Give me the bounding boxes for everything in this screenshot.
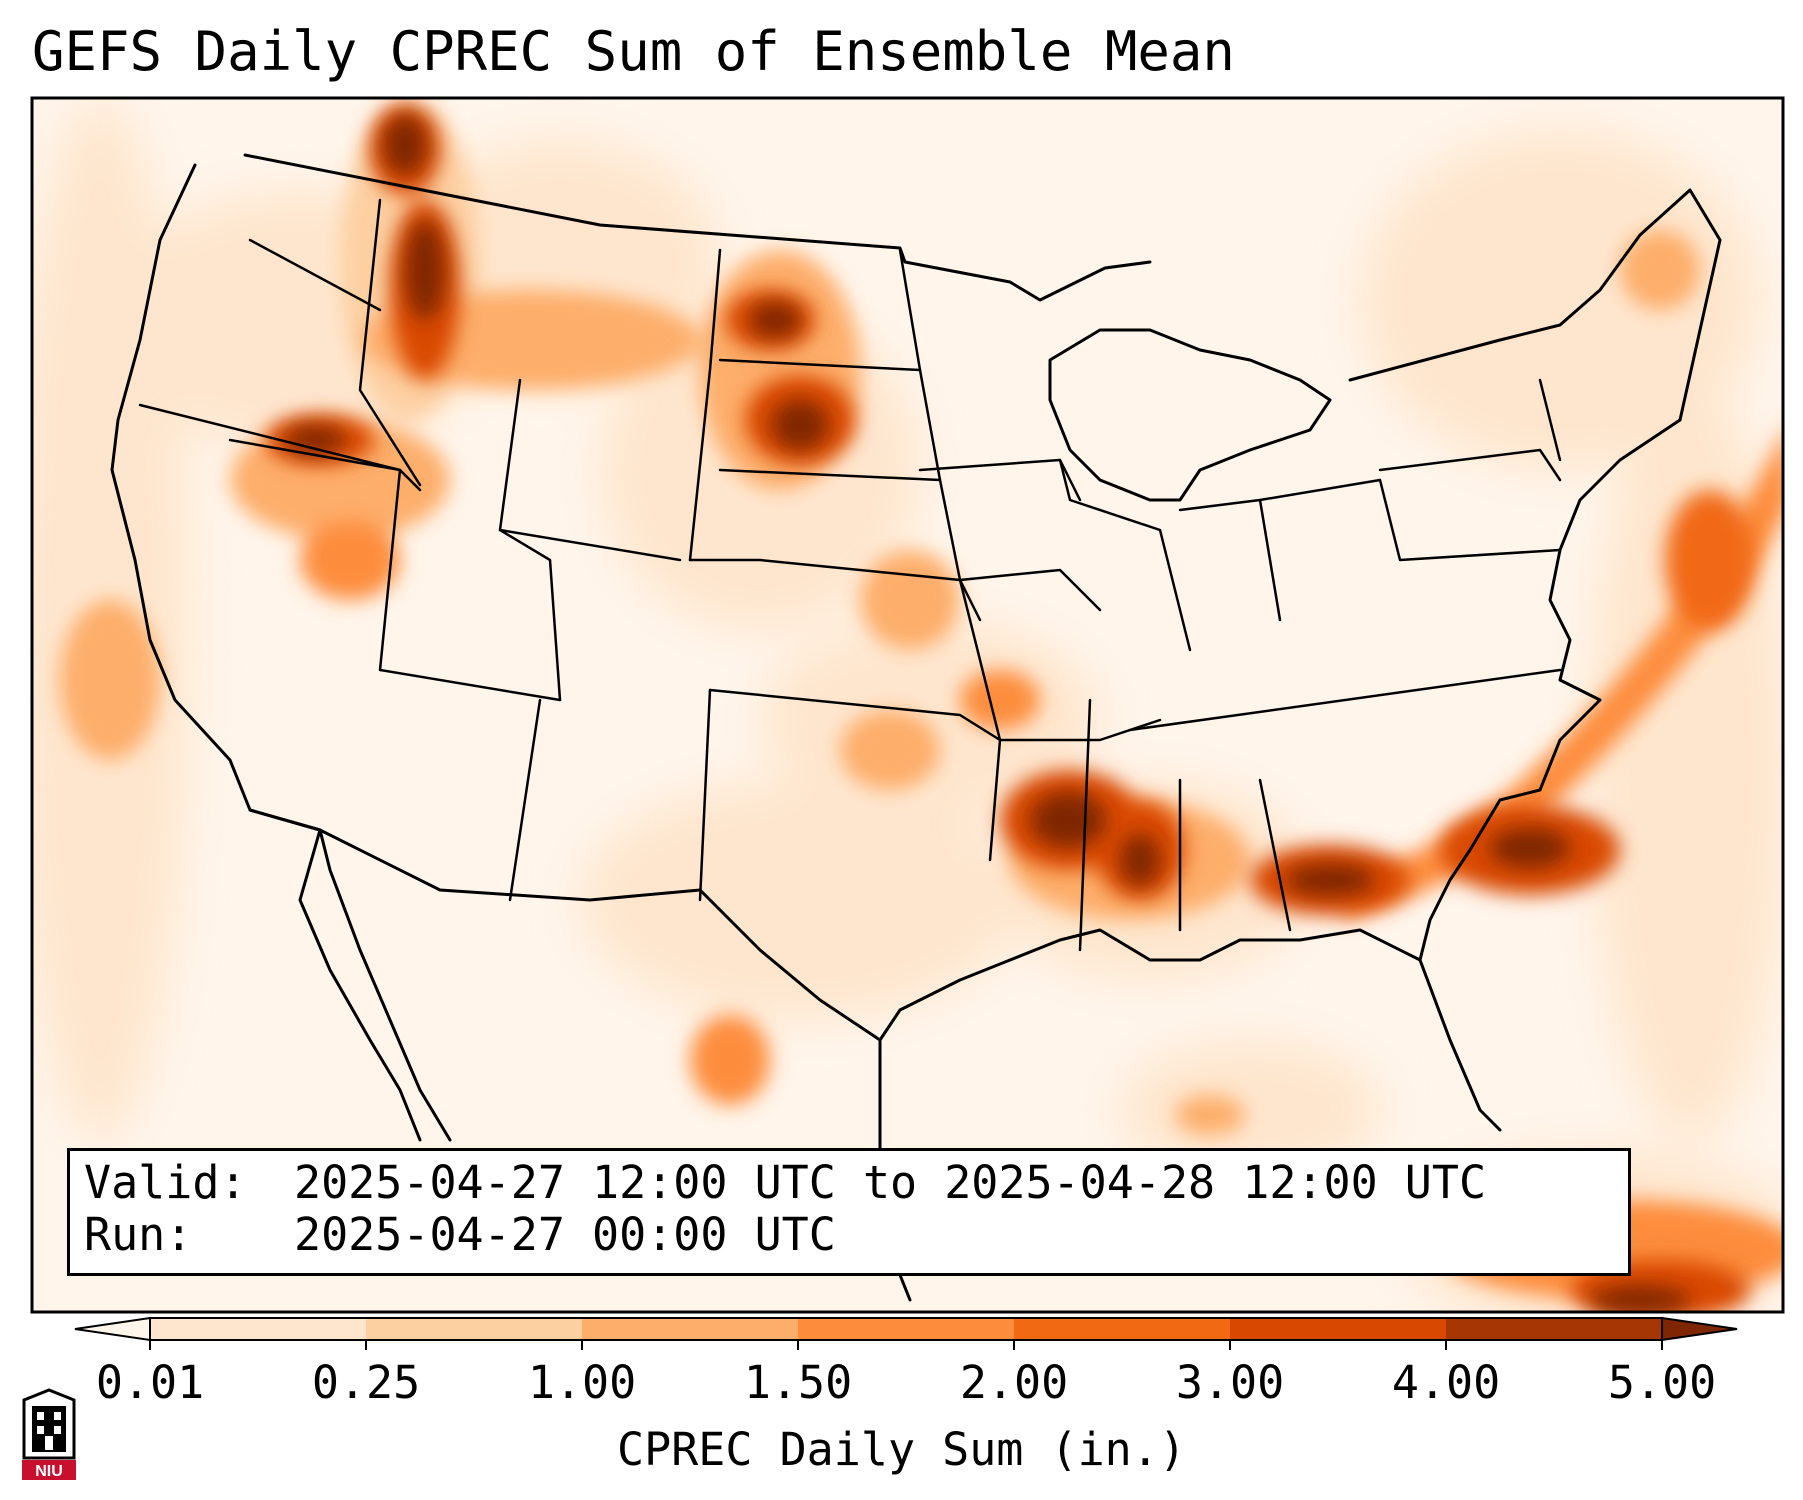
colorbar-tick-label: 2.00 [959, 1356, 1069, 1409]
colorbar-segment [366, 1318, 583, 1340]
niu-tower-logo-icon: NIU [22, 1388, 76, 1480]
colorbar-tick-label: 4.00 [1391, 1356, 1501, 1409]
florida [1418, 788, 1542, 962]
chart-title: GEFS Daily CPREC Sum of Ensemble Mean [32, 20, 1235, 83]
run-value: 2025-04-27 00:00 UTC [294, 1208, 836, 1261]
colorbar-tick-label: 5.00 [1607, 1356, 1717, 1409]
run-label: Run: [84, 1208, 193, 1261]
baja-peninsula [298, 828, 422, 1142]
valid-value: 2025-04-27 12:00 UTC to 2025-04-28 12:00… [294, 1156, 1487, 1209]
great-lakes [1048, 328, 1332, 502]
colorbar-extend-high [1661, 1316, 1738, 1342]
west-coast [110, 163, 452, 1142]
us-mexico-border [248, 808, 882, 1042]
colorbar-label: CPREC Daily Sum (in.) [617, 1423, 1186, 1476]
gulf-coast [898, 928, 1502, 1132]
colorbar-segment [1014, 1318, 1231, 1340]
valid-time-box: Valid: 2025-04-27 12:00 UTC to 2025-04-28… [67, 1148, 1631, 1276]
colorbar [74, 1316, 1738, 1350]
map-panel [32, 98, 1783, 1312]
run-line: Run: 2025-04-27 00:00 UTC [84, 1209, 836, 1261]
atlantic-coast [1538, 418, 1682, 792]
colorbar-segment [150, 1318, 367, 1340]
colorbar-tick-label: 3.00 [1175, 1356, 1285, 1409]
colorbar-segment [798, 1318, 1015, 1340]
valid-label: Valid: [84, 1156, 247, 1209]
colorbar-segment [1446, 1318, 1663, 1340]
colorbar-tick-label: 1.50 [743, 1356, 853, 1409]
colorbar-segment [1230, 1318, 1447, 1340]
canada-border-east [1348, 188, 1722, 422]
colorbar-extend-low [74, 1316, 151, 1342]
colorbar-tick-label: 0.01 [95, 1356, 205, 1409]
precip-extreme-cores [285, 115, 1690, 1312]
valid-line: Valid: 2025-04-27 12:00 UTC to 2025-04-28… [84, 1157, 1486, 1209]
map-frame [30, 96, 1785, 1314]
state-borders [138, 198, 1562, 952]
us-canada-border [243, 153, 1152, 302]
colorbar-segment [582, 1318, 799, 1340]
colorbar-tick-label: 1.00 [527, 1356, 637, 1409]
colorbar-outline [149, 1317, 1663, 1341]
map-boundaries [110, 153, 1722, 1302]
colorbar-tick-label: 0.25 [311, 1356, 421, 1409]
logo-text: NIU [35, 1463, 63, 1480]
